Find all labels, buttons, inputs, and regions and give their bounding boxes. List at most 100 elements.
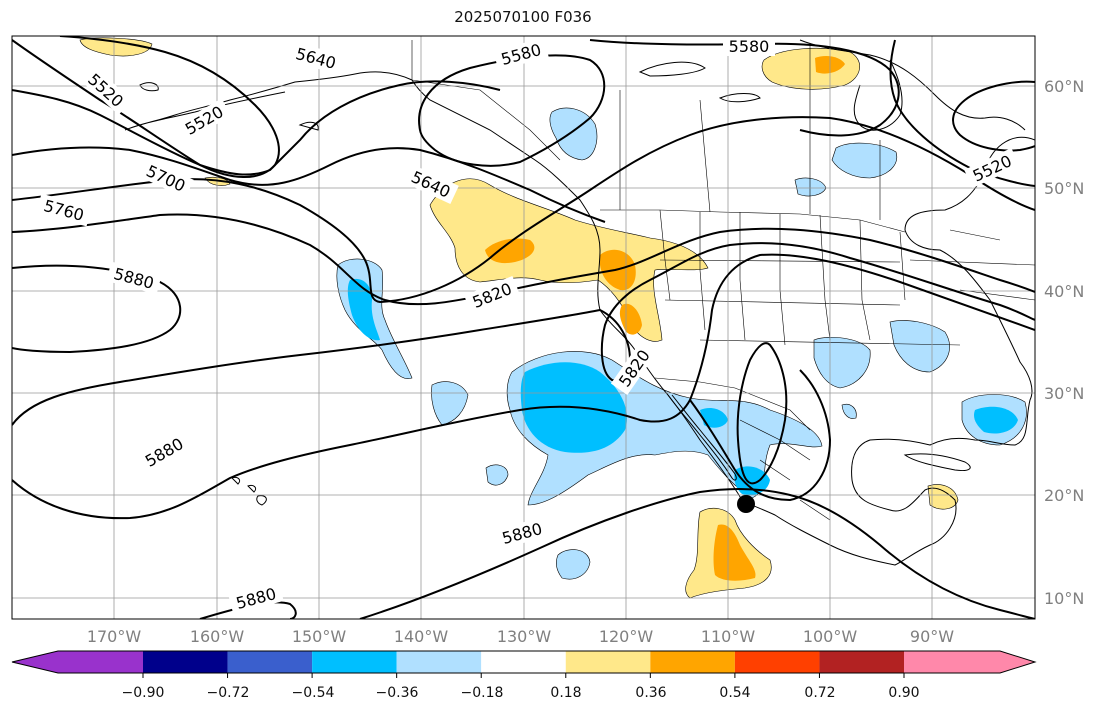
lon-label: 100°W	[803, 627, 858, 646]
contour-label: 5580	[499, 40, 543, 69]
lat-label: 40°N	[1044, 282, 1084, 301]
negative-anomaly-core	[347, 278, 380, 341]
lat-label: 10°N	[1044, 589, 1084, 608]
state-borders	[659, 209, 1035, 346]
contour-line	[199, 601, 297, 619]
colorbar-swatch	[819, 651, 904, 673]
positive-anomaly-area	[927, 484, 959, 510]
negative-anomaly-core	[700, 408, 728, 428]
contour-line	[736, 342, 788, 485]
contour-label: 5820	[470, 279, 515, 312]
longitude-labels: 170°W 160°W 150°W 140°W 130°W 120°W 110°…	[87, 627, 954, 646]
colorbar-tick-marks	[142, 673, 905, 678]
colorbar-tick-label: 0.36	[635, 685, 666, 701]
colorbar-tick-label: −0.18	[461, 685, 504, 701]
colorbar-tick-labels: −0.90 −0.72 −0.54 −0.36 −0.18 0.18 0.36 …	[122, 685, 920, 701]
lat-label: 20°N	[1044, 486, 1084, 505]
colorbar-swatch	[650, 651, 735, 673]
colorbar-swatch	[565, 651, 651, 673]
lon-label: 110°W	[701, 627, 756, 646]
colorbar-tick-label: 0.72	[804, 685, 835, 701]
contour-label: 5880	[500, 519, 544, 548]
colorbar-swatch	[12, 651, 58, 673]
contour-label: 5640	[294, 44, 338, 73]
us-canada-border	[600, 209, 906, 233]
colorbar-swatch	[1000, 651, 1035, 673]
colorbar-swatch	[58, 651, 143, 673]
contour-label: 5520	[182, 102, 227, 139]
cuba-coastline	[903, 453, 971, 471]
negative-anomaly-area	[794, 177, 827, 197]
contour-label: 5580	[729, 37, 770, 56]
positive-anomaly-area	[761, 48, 860, 90]
colorbar-swatches	[12, 651, 1035, 673]
contour-label: 5880	[112, 264, 156, 293]
colorbar-swatch	[312, 651, 397, 673]
contour-line	[589, 39, 900, 137]
positive-anomaly-core	[713, 524, 756, 581]
contour-label: 5880	[234, 584, 278, 613]
hudson-bay-coastline	[853, 59, 903, 131]
contour-line	[12, 116, 1035, 304]
lat-label: 50°N	[1044, 179, 1084, 198]
negative-anomaly-area	[841, 403, 857, 419]
positive-anomaly-core	[485, 238, 535, 264]
lon-label: 150°W	[292, 627, 347, 646]
colorbar-swatch	[143, 651, 228, 673]
negative-anomaly-area	[336, 258, 413, 379]
lon-label: 140°W	[394, 627, 449, 646]
lat-label: 60°N	[1044, 77, 1084, 96]
contour-label: 5700	[143, 161, 188, 195]
baja-california-coastline	[667, 394, 737, 481]
contour-label-layer: 5640 5580 5580 5520 5520 5520 5700 5640 …	[36, 36, 1020, 615]
contour-line	[12, 253, 1035, 520]
contour-label: 5760	[42, 196, 86, 225]
arctic-coastline	[638, 39, 1026, 131]
hawaii-islands	[231, 477, 267, 506]
lon-label: 130°W	[497, 627, 552, 646]
colorbar-tick-label: −0.90	[122, 685, 165, 701]
canada-province-borders	[619, 44, 881, 220]
contour-label: 5880	[142, 434, 187, 471]
negative-anomaly-area	[485, 464, 509, 486]
contour-line	[889, 39, 1035, 187]
colorbar-tick-label: 0.18	[550, 685, 581, 701]
negative-anomaly-area	[549, 107, 598, 161]
colorbar: −0.90 −0.72 −0.54 −0.36 −0.18 0.18 0.36 …	[11, 650, 1037, 701]
colorbar-tick-label: 0.54	[719, 685, 750, 701]
lon-label: 120°W	[599, 627, 654, 646]
north-america-coastline	[411, 79, 1035, 566]
map-title: 2025070100 F036	[454, 8, 592, 26]
storm-position-marker	[737, 495, 755, 513]
contour-label: 5640	[408, 167, 453, 201]
lat-label: 30°N	[1044, 384, 1084, 403]
colorbar-tick-label: −0.36	[376, 685, 419, 701]
coastline-layer	[124, 39, 1035, 566]
colorbar-swatch	[227, 651, 313, 673]
colorbar-tick-label: −0.72	[207, 685, 250, 701]
height-contours	[12, 36, 1035, 619]
colorbar-swatch	[904, 651, 1000, 673]
latitude-labels: 60°N 50°N 40°N 30°N 20°N 10°N	[1044, 77, 1084, 608]
negative-anomaly-area	[556, 549, 591, 580]
contour-line	[12, 146, 606, 223]
contour-line	[418, 54, 606, 167]
contour-line	[952, 80, 1035, 152]
negative-anomaly-area	[431, 381, 469, 426]
lon-label: 90°W	[910, 627, 954, 646]
contour-line	[689, 369, 832, 502]
contour-line	[12, 36, 280, 178]
map-frame	[11, 35, 1036, 620]
lon-label: 170°W	[87, 627, 142, 646]
alaska-coastline	[124, 71, 413, 131]
bering-islands	[139, 82, 319, 131]
negative-anomaly-area	[831, 142, 898, 179]
colorbar-outline	[11, 650, 1037, 674]
colorbar-swatch	[481, 651, 566, 673]
contour-line	[12, 80, 501, 176]
negative-anomaly-area	[813, 337, 871, 389]
positive-anomaly-core	[619, 303, 642, 335]
contour-line	[359, 488, 1035, 619]
contour-line	[12, 213, 1035, 306]
negative-anomaly-core	[974, 406, 1018, 434]
